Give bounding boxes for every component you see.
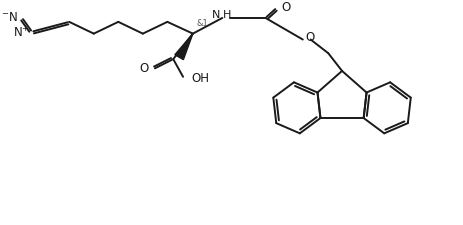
Text: &1: &1	[196, 19, 208, 28]
Text: $^{-}$N: $^{-}$N	[1, 11, 18, 25]
Text: OH: OH	[190, 72, 208, 85]
Text: O: O	[281, 1, 290, 14]
Text: N$^{+}$: N$^{+}$	[13, 25, 30, 40]
Text: O: O	[305, 31, 314, 44]
Polygon shape	[175, 34, 193, 60]
Text: H: H	[223, 10, 231, 20]
Text: N: N	[212, 10, 220, 20]
Text: O: O	[139, 63, 149, 75]
